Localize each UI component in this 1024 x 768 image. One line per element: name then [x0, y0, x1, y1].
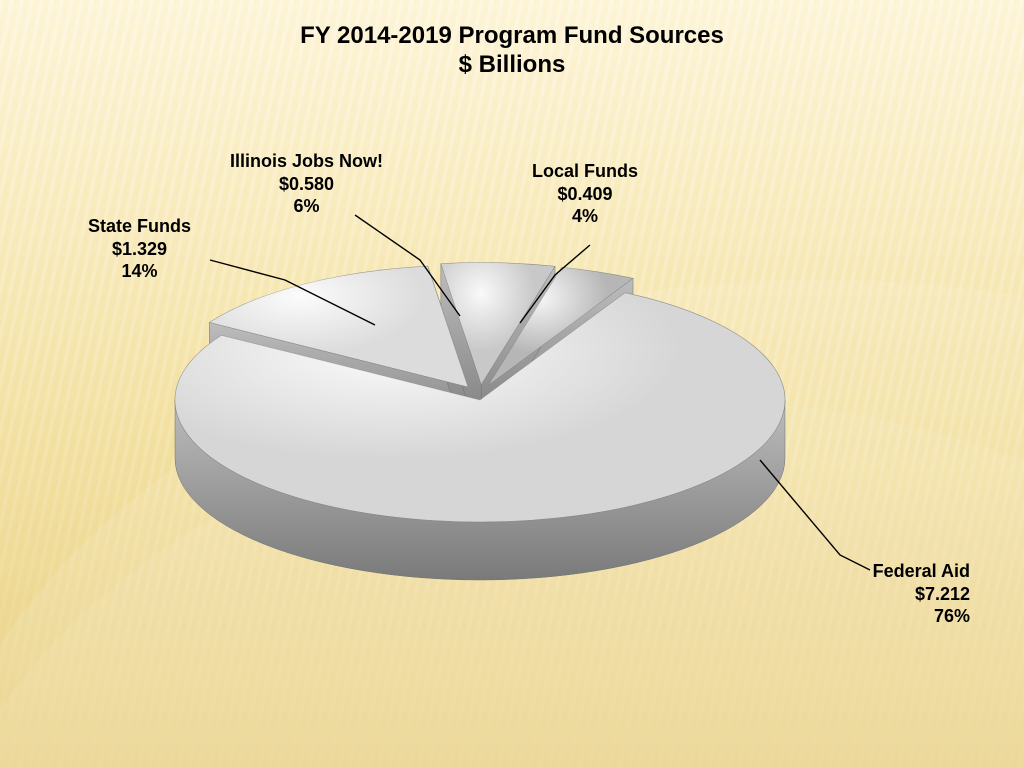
label-local-funds: Local Funds $0.409 4%: [532, 160, 638, 228]
label-state-funds: State Funds $1.329 14%: [88, 215, 191, 283]
chart-title-line1: FY 2014-2019 Program Fund Sources: [0, 22, 1024, 51]
pie-chart: [0, 0, 1024, 768]
chart-title-line2: $ Billions: [0, 51, 1024, 80]
chart-stage: FY 2014-2019 Program Fund Sources $ Bill…: [0, 0, 1024, 768]
chart-title: FY 2014-2019 Program Fund Sources $ Bill…: [0, 22, 1024, 80]
label-illinois-jobs-now: Illinois Jobs Now! $0.580 6%: [230, 150, 383, 218]
label-federal-aid: Federal Aid $7.212 76%: [873, 560, 970, 628]
